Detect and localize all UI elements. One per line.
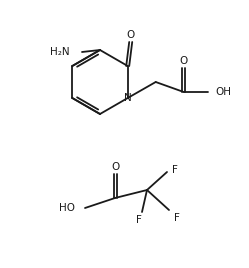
Text: H₂N: H₂N [50, 47, 70, 57]
Text: HO: HO [59, 203, 75, 213]
Text: F: F [136, 215, 142, 225]
Text: F: F [172, 165, 178, 175]
Text: O: O [126, 30, 135, 40]
Text: O: O [180, 56, 188, 66]
Text: O: O [111, 162, 119, 172]
Text: N: N [124, 93, 131, 103]
Text: F: F [174, 213, 180, 223]
Text: OH: OH [216, 87, 232, 97]
